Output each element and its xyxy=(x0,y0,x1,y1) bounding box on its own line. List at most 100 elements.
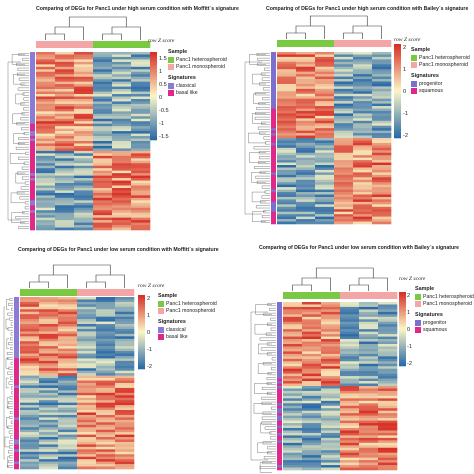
heatmap-cell xyxy=(302,430,322,434)
heatmap-cell xyxy=(58,417,78,421)
heatmap-cell xyxy=(334,69,354,72)
heatmap-cell xyxy=(334,192,354,195)
signature-annotation-cell xyxy=(277,371,282,374)
heatmap-cell xyxy=(93,56,113,60)
heatmap-cell xyxy=(302,353,322,357)
heatmap-cell xyxy=(302,465,322,468)
heatmap-cell xyxy=(36,170,56,174)
heatmap-cell xyxy=(93,155,113,159)
heatmap-cell xyxy=(359,326,379,330)
heatmap-cell xyxy=(302,336,322,340)
heatmap-cell xyxy=(277,142,297,146)
heatmap-cell xyxy=(20,441,40,445)
heatmap-cell xyxy=(131,168,151,171)
heatmap-cell xyxy=(112,183,132,186)
heatmap-cell xyxy=(321,437,341,441)
colorbar-segment xyxy=(394,79,401,82)
dendrogram-branch xyxy=(309,15,368,26)
heatmap-cell xyxy=(74,178,94,181)
heatmap-cell xyxy=(112,111,132,115)
heatmap-cell xyxy=(55,210,75,213)
heatmap-cell xyxy=(131,163,151,167)
heatmap-cell xyxy=(20,341,40,344)
colorbar-segment xyxy=(399,347,406,350)
colorbar-segment xyxy=(394,105,401,108)
heatmap-panel-low-serum-moffitt: Comparing of DEGs for Panc1 under low se… xyxy=(0,237,237,474)
heatmap-cell xyxy=(55,180,75,184)
colorbar-tick: 0.5 xyxy=(159,82,167,88)
dendrogram-branch xyxy=(7,312,13,316)
legend-swatch-squamous xyxy=(411,88,417,94)
heatmap-cell xyxy=(96,368,116,372)
heatmap-cell xyxy=(302,346,322,350)
heatmap-cell xyxy=(321,405,341,409)
heatmap-cell xyxy=(131,131,151,134)
heatmap-cell xyxy=(277,157,297,161)
heatmap-cell xyxy=(112,205,132,209)
sample-annotation-cell xyxy=(372,40,392,47)
heatmap-cell xyxy=(112,59,132,63)
heatmap-cell xyxy=(55,64,75,68)
heatmap-cell xyxy=(372,96,392,99)
heatmap-cell xyxy=(36,195,56,199)
heatmap-cell xyxy=(36,86,56,90)
heatmap-cell xyxy=(55,101,75,105)
heatmap-cell xyxy=(302,467,322,471)
heatmap-cell xyxy=(115,390,135,394)
heatmap-cell xyxy=(77,437,97,440)
heatmap-cell xyxy=(296,152,316,156)
heatmap-cell xyxy=(321,432,341,436)
legend-entry: basal like xyxy=(166,334,188,340)
heatmap-cell xyxy=(334,172,354,176)
heatmap-cell xyxy=(115,306,135,310)
heatmap-cell xyxy=(296,145,316,149)
heatmap-cell xyxy=(340,455,360,458)
heatmap-cell xyxy=(334,199,354,203)
signature-annotation-cell xyxy=(271,219,276,222)
signature-annotation-cell xyxy=(30,52,35,55)
colorbar-segment xyxy=(394,116,401,120)
heatmap-cell xyxy=(36,108,56,112)
heatmap-cell xyxy=(93,175,113,179)
colorbar-segment xyxy=(394,44,401,47)
heatmap-cell xyxy=(296,160,316,163)
signature-annotation-cell xyxy=(277,356,282,360)
heatmap-cell xyxy=(283,358,303,362)
heatmap-cell xyxy=(36,143,56,147)
heatmap-cell xyxy=(340,314,360,318)
heatmap-cell xyxy=(96,331,116,335)
heatmap-cell xyxy=(353,138,373,141)
heatmap-cell xyxy=(112,200,132,204)
dendrogram-branch xyxy=(11,54,25,65)
heatmap-cell xyxy=(302,356,322,360)
signature-annotation-cell xyxy=(30,215,35,218)
heatmap-cell xyxy=(96,446,116,450)
colorbar-segment xyxy=(399,360,406,363)
signature-annotation-cell xyxy=(277,455,282,458)
heatmap-cell xyxy=(340,316,360,320)
heatmap-cell xyxy=(115,304,135,308)
heatmap-cell xyxy=(353,169,373,173)
heatmap-cell xyxy=(131,91,151,95)
colorbar-segment xyxy=(399,351,406,354)
heatmap-cell xyxy=(39,324,59,327)
heatmap-cell xyxy=(321,457,341,461)
heatmap-cell xyxy=(283,395,303,399)
heatmap-cell xyxy=(96,427,116,430)
heatmap-cell xyxy=(93,108,113,112)
heatmap-cell xyxy=(77,380,97,384)
heatmap-cell xyxy=(112,202,132,206)
heatmap-cell xyxy=(39,407,59,411)
heatmap-cell xyxy=(58,459,78,462)
heatmap-cell xyxy=(340,346,360,350)
heatmap-cell xyxy=(112,158,132,162)
heatmap-cell xyxy=(372,52,392,55)
heatmap-cell xyxy=(315,125,335,129)
heatmap-cell xyxy=(340,467,360,471)
heatmap-cell xyxy=(334,184,354,188)
heatmap-cell xyxy=(36,173,56,176)
heatmap-cell xyxy=(74,121,94,124)
heatmap-cell xyxy=(378,326,398,330)
heatmap-cell xyxy=(315,201,335,205)
heatmap-cell xyxy=(58,326,78,330)
